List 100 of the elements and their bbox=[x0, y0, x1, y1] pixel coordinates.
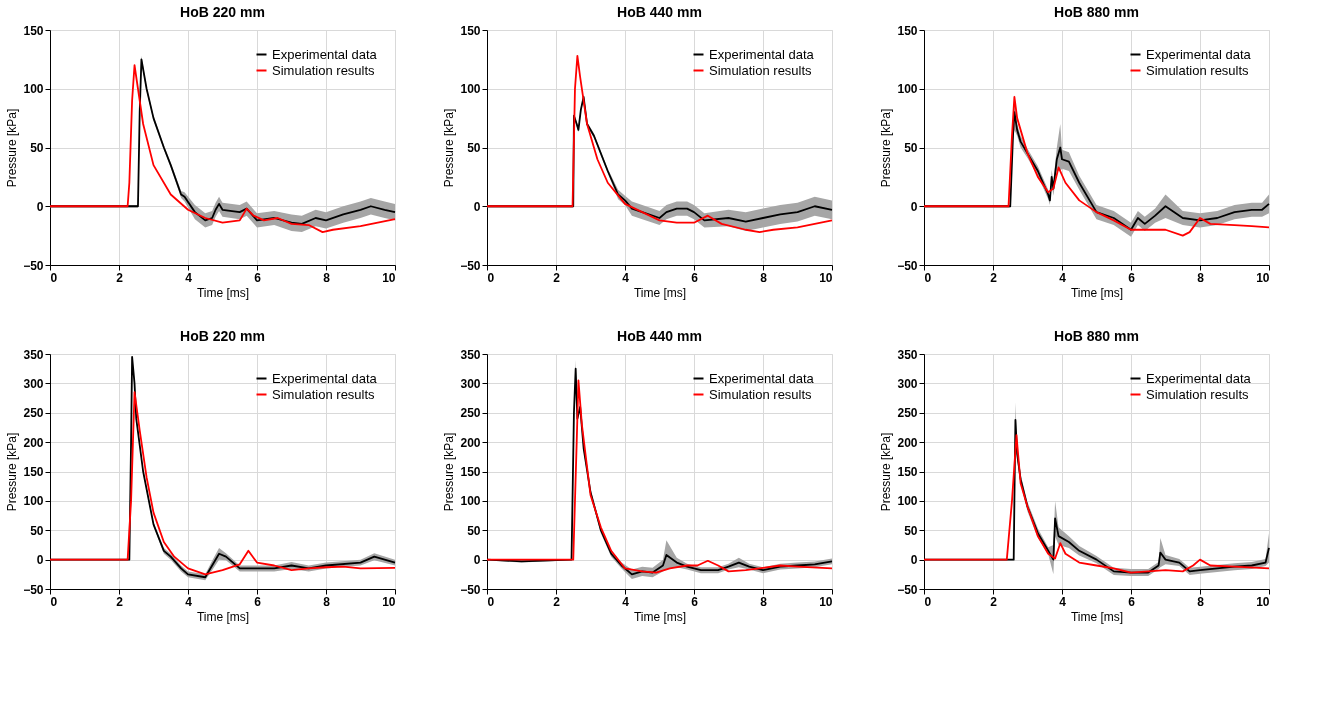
x-tick-label: 6 bbox=[254, 270, 262, 285]
legend-label: Experimental data bbox=[1146, 370, 1252, 386]
x-tick-label: 0 bbox=[50, 270, 58, 285]
legend-label: Simulation results bbox=[272, 386, 376, 402]
y-tick-label: 50 bbox=[467, 141, 481, 155]
y-tick-label: 0 bbox=[910, 553, 918, 568]
y-tick-label: 150 bbox=[897, 465, 918, 479]
y-tick-label: 250 bbox=[460, 406, 481, 421]
y-tick-label: 350 bbox=[897, 347, 918, 362]
x-axis-title: Time [ms] bbox=[196, 609, 250, 624]
y-tick-label: 0 bbox=[473, 553, 481, 568]
x-tick-label: 0 bbox=[487, 270, 495, 285]
x-tick-label: 2 bbox=[990, 594, 998, 609]
y-tick-label: 350 bbox=[23, 347, 44, 362]
y-tick-label: 350 bbox=[460, 347, 481, 362]
x-tick-label: 0 bbox=[50, 594, 58, 609]
x-tick-label: 4 bbox=[1059, 594, 1067, 609]
y-tick-label: 100 bbox=[460, 82, 481, 97]
x-tick-label: 8 bbox=[323, 270, 331, 285]
x-axis-title: Time [ms] bbox=[633, 285, 687, 300]
x-tick-label: 4 bbox=[185, 270, 193, 285]
x-tick-label: 4 bbox=[622, 594, 630, 609]
y-tick-label: 50 bbox=[904, 141, 918, 155]
x-tick-label: 10 bbox=[382, 594, 396, 609]
y-tick-label: 150 bbox=[23, 23, 44, 38]
legend-label: Simulation results bbox=[1146, 386, 1250, 402]
chart-title: HoB 440 mm bbox=[617, 4, 702, 20]
x-tick-label: 2 bbox=[990, 270, 998, 285]
y-tick-label: 150 bbox=[897, 23, 918, 38]
y-tick-label: 150 bbox=[23, 465, 44, 479]
x-tick-label: 10 bbox=[819, 594, 833, 609]
x-tick-label: 8 bbox=[323, 594, 331, 609]
y-tick-label: 0 bbox=[473, 199, 481, 214]
y-tick-label: 100 bbox=[23, 82, 44, 97]
y-tick-label: 100 bbox=[23, 494, 44, 509]
chart-title: HoB 880 mm bbox=[1054, 4, 1139, 20]
x-tick-label: 2 bbox=[116, 594, 124, 609]
x-tick-label: 10 bbox=[1256, 594, 1270, 609]
y-tick-label: 300 bbox=[23, 376, 44, 391]
x-tick-label: 6 bbox=[1128, 270, 1136, 285]
y-tick-label: 0 bbox=[36, 199, 44, 214]
x-tick-label: 6 bbox=[691, 594, 699, 609]
y-tick-label: 250 bbox=[23, 406, 44, 421]
chart-title: HoB 440 mm bbox=[617, 328, 702, 344]
y-tick-label: 0 bbox=[910, 199, 918, 214]
y-axis-title: Pressure [kPa] bbox=[442, 108, 457, 188]
y-tick-label: 50 bbox=[904, 523, 918, 538]
line-series bbox=[49, 391, 396, 576]
y-axis-title: Pressure [kPa] bbox=[5, 108, 20, 188]
y-tick-label: −50 bbox=[23, 582, 44, 597]
legend-label: Simulation results bbox=[709, 386, 813, 402]
y-tick-label: 200 bbox=[897, 435, 918, 450]
y-tick-label: −50 bbox=[897, 258, 918, 273]
x-axis-title: Time [ms] bbox=[196, 285, 250, 300]
y-tick-label: −50 bbox=[23, 258, 44, 273]
y-tick-label: 100 bbox=[460, 494, 481, 509]
x-tick-label: 4 bbox=[185, 594, 193, 609]
y-tick-label: 300 bbox=[460, 376, 481, 391]
x-tick-label: 0 bbox=[924, 594, 932, 609]
x-tick-label: 8 bbox=[760, 270, 768, 285]
legend-label: Experimental data bbox=[709, 370, 815, 386]
y-axis-title: Pressure [kPa] bbox=[5, 432, 20, 512]
legend-label: Experimental data bbox=[272, 46, 378, 62]
x-tick-label: 0 bbox=[487, 594, 495, 609]
x-tick-label: 10 bbox=[382, 270, 396, 285]
legend-label: Simulation results bbox=[709, 62, 813, 78]
x-axis-title: Time [ms] bbox=[633, 609, 687, 624]
x-tick-label: 8 bbox=[760, 594, 768, 609]
chart-title: HoB 220 mm bbox=[180, 4, 265, 20]
legend-label: Simulation results bbox=[272, 62, 376, 78]
x-tick-label: 6 bbox=[691, 270, 699, 285]
x-tick-label: 2 bbox=[553, 270, 561, 285]
x-tick-label: 2 bbox=[553, 594, 561, 609]
y-tick-label: 250 bbox=[897, 406, 918, 421]
y-axis-title: Pressure [kPa] bbox=[879, 108, 894, 188]
y-axis-title: Pressure [kPa] bbox=[442, 432, 457, 512]
x-tick-label: 4 bbox=[622, 270, 630, 285]
legend-label: Experimental data bbox=[272, 370, 378, 386]
y-tick-label: 100 bbox=[897, 82, 918, 97]
y-tick-label: 0 bbox=[36, 553, 44, 568]
legend-label: Experimental data bbox=[1146, 46, 1252, 62]
chart-title: HoB 880 mm bbox=[1054, 328, 1139, 344]
x-tick-label: 2 bbox=[116, 270, 124, 285]
chart-title: HoB 220 mm bbox=[180, 328, 265, 344]
x-tick-label: 0 bbox=[924, 270, 932, 285]
y-tick-label: 50 bbox=[467, 523, 481, 538]
y-tick-label: −50 bbox=[460, 582, 481, 597]
y-tick-label: 300 bbox=[897, 376, 918, 391]
x-tick-label: 8 bbox=[1197, 594, 1205, 609]
x-tick-label: 6 bbox=[254, 594, 262, 609]
y-axis-title: Pressure [kPa] bbox=[879, 432, 894, 512]
y-tick-label: 150 bbox=[460, 23, 481, 38]
y-tick-label: −50 bbox=[460, 258, 481, 273]
x-tick-label: 10 bbox=[1256, 270, 1270, 285]
y-tick-label: −50 bbox=[897, 582, 918, 597]
y-tick-label: 200 bbox=[23, 435, 44, 450]
y-tick-label: 100 bbox=[897, 494, 918, 509]
x-tick-label: 10 bbox=[819, 270, 833, 285]
x-axis-title: Time [ms] bbox=[1070, 609, 1124, 624]
y-tick-label: 50 bbox=[30, 141, 44, 155]
